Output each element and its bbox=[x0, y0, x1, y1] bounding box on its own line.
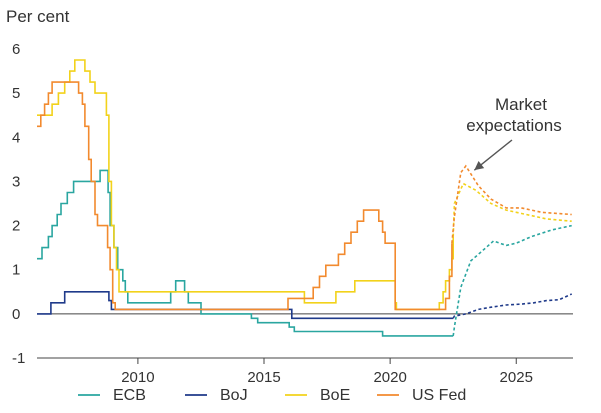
x-axis: 2010 2015 2020 2025 bbox=[37, 313, 573, 386]
y-tick-label: 2 bbox=[12, 218, 20, 235]
legend-label-boj: BoJ bbox=[220, 387, 248, 404]
us-fed-expected-line bbox=[451, 164, 572, 244]
y-tick-label: -1 bbox=[12, 350, 25, 367]
x-tick-label: 2010 bbox=[121, 369, 154, 386]
market-expectations-annotation: Market expectations bbox=[466, 95, 562, 171]
ecb-actual-line bbox=[37, 169, 454, 337]
us-fed-actual-line bbox=[37, 81, 453, 311]
x-tick-label: 2020 bbox=[373, 369, 406, 386]
y-tick-label: 1 bbox=[12, 262, 20, 279]
y-axis: -1 0 1 2 3 4 5 6 bbox=[12, 41, 25, 367]
ecb-expected-line bbox=[452, 224, 572, 337]
boe-expected-line bbox=[452, 182, 572, 237]
legend-label-ecb: ECB bbox=[113, 387, 146, 404]
y-tick-label: 6 bbox=[12, 41, 20, 58]
boe-actual-line bbox=[37, 59, 454, 311]
y-axis-unit-label: Per cent bbox=[6, 7, 70, 26]
legend-label-us-fed: US Fed bbox=[412, 387, 466, 404]
y-tick-label: 0 bbox=[12, 306, 20, 323]
x-tick-label: 2025 bbox=[500, 369, 533, 386]
boj-actual-line bbox=[37, 291, 454, 320]
x-tick-label: 2015 bbox=[247, 369, 280, 386]
y-tick-label: 5 bbox=[12, 85, 20, 102]
legend-label-boe: BoE bbox=[320, 387, 350, 404]
y-tick-label: 4 bbox=[12, 129, 20, 146]
annotation-line-1: Market bbox=[495, 95, 547, 114]
legend: ECB BoJ BoE US Fed bbox=[78, 387, 466, 404]
series-layer bbox=[37, 59, 573, 337]
annotation-line-2: expectations bbox=[466, 116, 561, 135]
y-tick-label: 3 bbox=[12, 173, 20, 190]
annotation-arrowhead bbox=[474, 161, 485, 171]
boj-expected-line bbox=[452, 293, 573, 319]
